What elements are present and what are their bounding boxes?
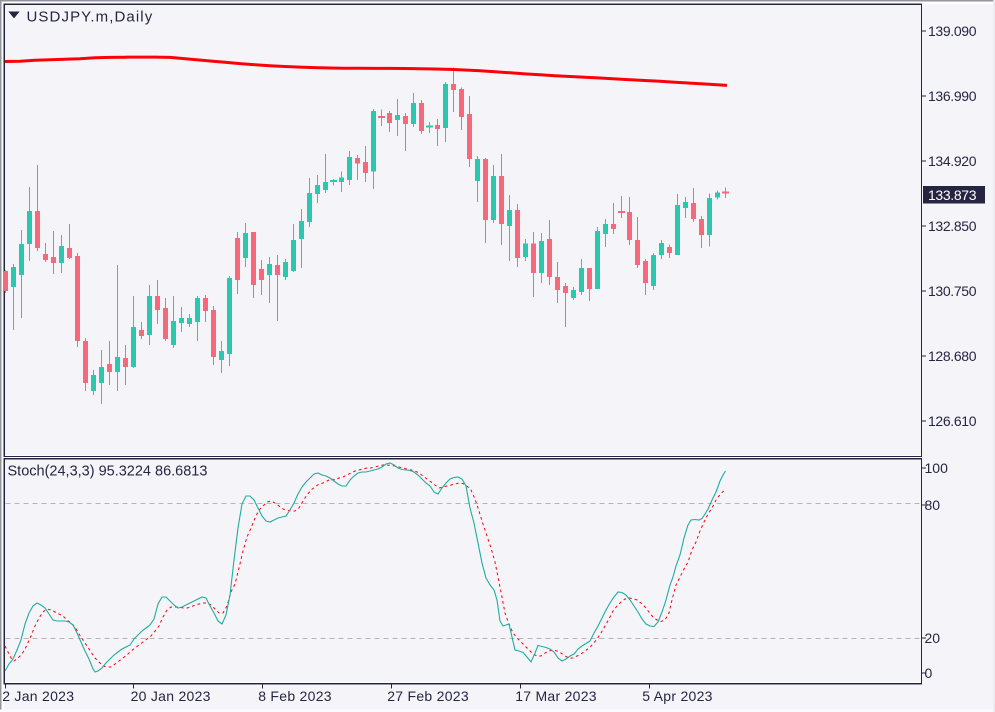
svg-text:130.750: 130.750 [928, 283, 977, 299]
svg-text:20 Jan 2023: 20 Jan 2023 [131, 688, 211, 704]
svg-text:80: 80 [925, 497, 941, 513]
svg-text:128.680: 128.680 [928, 348, 977, 364]
svg-text:20: 20 [925, 630, 941, 646]
svg-text:136.990: 136.990 [928, 88, 977, 104]
svg-text:Stoch(24,3,3) 95.3224 86.6813: Stoch(24,3,3) 95.3224 86.6813 [8, 464, 208, 480]
svg-text:27 Feb 2023: 27 Feb 2023 [387, 688, 469, 704]
svg-text:139.090: 139.090 [928, 23, 977, 39]
svg-text:17 Mar 2023: 17 Mar 2023 [515, 688, 597, 704]
svg-text:134.920: 134.920 [928, 153, 977, 169]
svg-text:USDJPY.m,Daily: USDJPY.m,Daily [27, 8, 154, 25]
svg-text:5 Apr 2023: 5 Apr 2023 [642, 688, 713, 704]
svg-text:2 Jan 2023: 2 Jan 2023 [2, 688, 74, 704]
svg-text:0: 0 [925, 665, 933, 681]
svg-text:100: 100 [925, 460, 949, 476]
svg-text:133.873: 133.873 [928, 187, 977, 203]
svg-text:8 Feb 2023: 8 Feb 2023 [258, 688, 332, 704]
svg-text:132.850: 132.850 [928, 218, 977, 234]
svg-text:126.610: 126.610 [928, 413, 977, 429]
